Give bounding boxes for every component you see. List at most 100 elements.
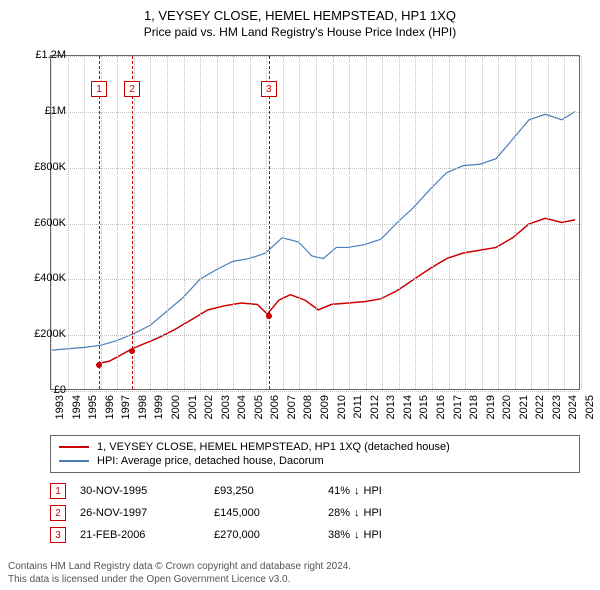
marker-box: 1 [91, 81, 107, 97]
legend-swatch [59, 460, 89, 462]
marker-dot [266, 313, 272, 319]
marker-dot [129, 348, 135, 354]
gridline-h [51, 224, 579, 225]
y-axis-label: £600K [18, 217, 66, 229]
marker-box: 2 [124, 81, 140, 97]
gridline-v [515, 56, 516, 389]
y-axis-label: £1.2M [18, 49, 66, 61]
sales-diff-suffix: HPI [364, 529, 382, 541]
gridline-v [531, 56, 532, 389]
x-axis-label: 2004 [236, 395, 248, 419]
arrow-down-icon: ↓ [354, 485, 360, 497]
legend-swatch [59, 446, 89, 448]
gridline-v [200, 56, 201, 389]
sales-date: 26-NOV-1997 [80, 507, 200, 519]
footer-line-2: This data is licensed under the Open Gov… [8, 573, 351, 586]
gridline-v [564, 56, 565, 389]
sales-diff: 28% ↓ HPI [328, 507, 438, 519]
gridline-v [167, 56, 168, 389]
y-axis-label: £200K [18, 328, 66, 340]
gridline-h [51, 112, 579, 113]
x-axis-label: 2009 [319, 395, 331, 419]
x-axis-label: 2013 [385, 395, 397, 419]
gridline-v [217, 56, 218, 389]
gridline-v [415, 56, 416, 389]
x-axis-label: 1994 [71, 395, 83, 419]
sales-row: 2 26-NOV-1997 £145,000 28% ↓ HPI [50, 502, 438, 524]
x-axis-label: 2017 [452, 395, 464, 419]
x-axis-label: 2015 [418, 395, 430, 419]
sales-diff-suffix: HPI [364, 485, 382, 497]
gridline-v [548, 56, 549, 389]
chart-title: 1, VEYSEY CLOSE, HEMEL HEMPSTEAD, HP1 1X… [0, 0, 600, 23]
x-axis-label: 2019 [485, 395, 497, 419]
series-line [52, 111, 576, 350]
legend: 1, VEYSEY CLOSE, HEMEL HEMPSTEAD, HP1 1X… [50, 435, 580, 473]
marker-line [132, 56, 133, 389]
sales-marker: 1 [50, 483, 66, 499]
marker-line [99, 56, 100, 389]
x-axis-label: 2024 [567, 395, 579, 419]
sales-price: £93,250 [214, 485, 314, 497]
gridline-v [134, 56, 135, 389]
gridline-v [266, 56, 267, 389]
x-axis-label: 1995 [87, 395, 99, 419]
gridline-v [299, 56, 300, 389]
sales-date: 30-NOV-1995 [80, 485, 200, 497]
gridline-h [51, 168, 579, 169]
gridline-h [51, 391, 579, 392]
gridline-v [283, 56, 284, 389]
gridline-v [432, 56, 433, 389]
marker-dot [96, 362, 102, 368]
gridline-v [316, 56, 317, 389]
legend-item: 1, VEYSEY CLOSE, HEMEL HEMPSTEAD, HP1 1X… [59, 440, 571, 454]
gridline-v [233, 56, 234, 389]
gridline-v [581, 56, 582, 389]
y-axis-label: £1M [18, 105, 66, 117]
series-line [99, 218, 575, 363]
arrow-down-icon: ↓ [354, 529, 360, 541]
gridline-v [349, 56, 350, 389]
sales-row: 1 30-NOV-1995 £93,250 41% ↓ HPI [50, 480, 438, 502]
sales-diff-pct: 28% [328, 507, 350, 519]
x-axis-label: 2001 [187, 395, 199, 419]
gridline-v [117, 56, 118, 389]
arrow-down-icon: ↓ [354, 507, 360, 519]
gridline-v [449, 56, 450, 389]
x-axis-label: 2005 [253, 395, 265, 419]
x-axis-label: 2008 [302, 395, 314, 419]
plot-area: 1 2 3 [50, 55, 580, 390]
x-axis-label: 2014 [402, 395, 414, 419]
legend-label: 1, VEYSEY CLOSE, HEMEL HEMPSTEAD, HP1 1X… [97, 441, 450, 453]
footer: Contains HM Land Registry data © Crown c… [8, 560, 351, 586]
gridline-v [366, 56, 367, 389]
gridline-v [498, 56, 499, 389]
y-axis-label: £800K [18, 161, 66, 173]
x-axis-label: 2023 [551, 395, 563, 419]
chart-container: 1, VEYSEY CLOSE, HEMEL HEMPSTEAD, HP1 1X… [0, 0, 600, 590]
sales-price: £270,000 [214, 529, 314, 541]
gridline-h [51, 279, 579, 280]
sales-price: £145,000 [214, 507, 314, 519]
x-axis-label: 2022 [534, 395, 546, 419]
marker-box: 3 [261, 81, 277, 97]
sales-diff: 41% ↓ HPI [328, 485, 438, 497]
gridline-v [399, 56, 400, 389]
gridline-v [101, 56, 102, 389]
sales-diff-suffix: HPI [364, 507, 382, 519]
sales-diff-pct: 41% [328, 485, 350, 497]
gridline-v [465, 56, 466, 389]
gridline-v [68, 56, 69, 389]
x-axis-label: 2020 [501, 395, 513, 419]
sales-diff: 38%↓HPI [328, 529, 438, 541]
chart-lines [51, 56, 579, 389]
sales-marker: 3 [50, 527, 66, 543]
x-axis-label: 1996 [104, 395, 116, 419]
sales-marker: 2 [50, 505, 66, 521]
x-axis-label: 2025 [584, 395, 596, 419]
legend-label: HPI: Average price, detached house, Daco… [97, 455, 324, 467]
gridline-v [150, 56, 151, 389]
gridline-v [184, 56, 185, 389]
x-axis-label: 2002 [203, 395, 215, 419]
gridline-v [482, 56, 483, 389]
